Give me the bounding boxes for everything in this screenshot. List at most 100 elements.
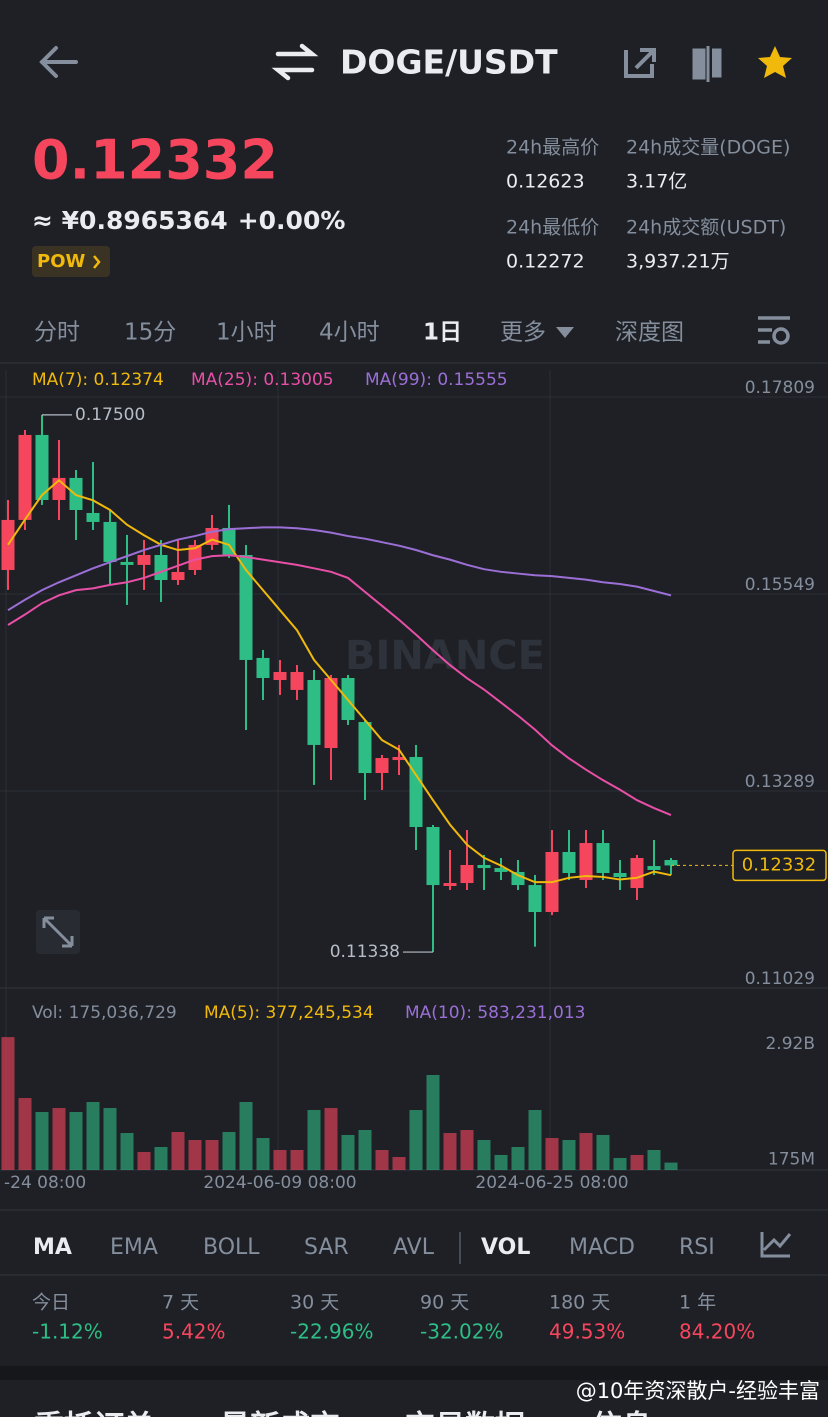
settings-gear[interactable] xyxy=(772,327,790,345)
indicator-tab[interactable]: BOLL xyxy=(203,1235,260,1260)
tag-text[interactable]: POW xyxy=(37,251,85,272)
volume-bar xyxy=(477,1140,491,1170)
more-caret[interactable] xyxy=(556,327,574,338)
timeframe-tab[interactable]: 4小时 xyxy=(319,320,380,346)
candle-body xyxy=(307,680,321,745)
volume-bar xyxy=(443,1133,457,1170)
cny-price: ≈ ¥0.8965364 xyxy=(32,206,228,235)
volume-bar xyxy=(545,1138,559,1170)
timeframe-tab[interactable]: 分时 xyxy=(34,320,80,346)
bottom-tab[interactable]: 最新成交 xyxy=(220,1410,340,1417)
period-label: 90 天 xyxy=(420,1292,469,1314)
indicator-tab[interactable]: MA xyxy=(33,1235,72,1260)
indicator-tab[interactable]: AVL xyxy=(393,1235,435,1260)
x-tick-label: 2024-06-25 08:00 xyxy=(475,1173,628,1193)
volume-bar xyxy=(375,1150,389,1170)
volume-bar xyxy=(188,1140,202,1170)
candle-body xyxy=(171,571,185,581)
candle-body xyxy=(494,868,508,872)
price-sub: ≈ ¥0.8965364 +0.00% xyxy=(32,206,345,235)
volume-bar xyxy=(307,1110,321,1170)
candle-body xyxy=(562,852,576,874)
candle-body xyxy=(443,883,457,887)
candle-body xyxy=(273,671,287,681)
bottom-tab[interactable]: 信息 xyxy=(592,1410,652,1417)
stat-value: 3.17亿 xyxy=(626,171,687,193)
tag-badge[interactable] xyxy=(32,246,110,277)
extreme-label: 0.11338 xyxy=(330,942,400,962)
volume-bar xyxy=(18,1098,32,1170)
fullscreen-icon xyxy=(42,916,74,948)
y-tick-label: 0.13289 xyxy=(745,772,815,792)
candle-body xyxy=(103,521,117,562)
candle-body xyxy=(647,866,661,870)
timeframe-tab[interactable]: 1小时 xyxy=(216,320,277,346)
volume-bar xyxy=(647,1150,661,1170)
indicator-tab[interactable]: SAR xyxy=(304,1235,349,1260)
chart-watermark: BINANCE xyxy=(345,633,545,679)
volume-bar xyxy=(35,1111,49,1170)
volume-bar xyxy=(460,1130,474,1170)
stat-label: 24h成交量(DOGE) xyxy=(626,137,790,159)
volume-bar xyxy=(511,1147,525,1170)
vol-label: MA(10): 583,231,013 xyxy=(405,1003,585,1023)
timeframe-tab[interactable]: 深度图 xyxy=(615,320,684,346)
candle-body xyxy=(188,544,202,570)
indicator-tab[interactable]: VOL xyxy=(481,1235,530,1260)
period-change: 5.42% xyxy=(162,1320,226,1344)
candle-body xyxy=(613,873,627,878)
period-label: 今日 xyxy=(32,1292,70,1314)
volume-bar xyxy=(256,1138,270,1170)
pair-title: DOGE/USDT xyxy=(340,43,558,82)
volume-bar xyxy=(630,1154,644,1170)
candle-body xyxy=(460,864,474,884)
y-tick-label: 0.17809 xyxy=(745,378,815,398)
indicator-tab[interactable]: EMA xyxy=(110,1235,158,1260)
period-label: 30 天 xyxy=(290,1292,339,1314)
volume-bar xyxy=(273,1150,287,1170)
favorite-star[interactable] xyxy=(758,46,792,78)
candle-body xyxy=(1,519,15,570)
split-icon[interactable] xyxy=(692,46,722,82)
candle-body xyxy=(35,434,49,500)
volume-bar xyxy=(290,1150,304,1170)
tag-chevron xyxy=(93,255,101,269)
bottom-tab[interactable]: 委托订单 xyxy=(34,1410,154,1417)
candle-body xyxy=(86,512,100,522)
period-label: 180 天 xyxy=(549,1292,610,1314)
indicator-bar xyxy=(0,1212,828,1276)
kline-chart: BINANCE 0.11029 0.13289 0.15549 0.17809 175M 2… xyxy=(0,370,828,1193)
candle-body xyxy=(324,677,338,749)
volume-bar xyxy=(562,1140,576,1170)
stat-label: 24h最高价 xyxy=(506,137,599,159)
settings-icon[interactable] xyxy=(758,316,790,344)
volume-bar xyxy=(409,1110,423,1170)
ma-label: MA(25): 0.13005 xyxy=(191,370,334,390)
volume-bar xyxy=(324,1108,338,1170)
candle-body xyxy=(256,657,270,678)
volume-bar xyxy=(426,1074,440,1170)
candle-body xyxy=(579,843,593,880)
timeframe-tab[interactable]: 1日 xyxy=(423,320,462,346)
volume-bar xyxy=(171,1131,185,1170)
swap-icon[interactable] xyxy=(271,43,319,81)
share-icon[interactable] xyxy=(624,48,656,78)
bottom-tab[interactable]: 交易数据 xyxy=(405,1410,525,1417)
period-label: 7 天 xyxy=(162,1292,199,1314)
timeframe-tab[interactable]: 更多 xyxy=(500,320,546,346)
timeframe-tab[interactable]: 15分 xyxy=(124,320,176,346)
volume-bar xyxy=(579,1133,593,1170)
candle-body xyxy=(477,864,491,869)
indicator-tab[interactable]: MACD xyxy=(569,1235,635,1260)
vol-tick-label: 175M xyxy=(768,1150,815,1170)
last-price-tag-text: 0.12332 xyxy=(742,854,816,875)
volume-bar xyxy=(137,1151,151,1170)
y-tick-label: 0.15549 xyxy=(745,575,815,595)
indicator-tab[interactable]: RSI xyxy=(679,1235,715,1260)
back-button[interactable] xyxy=(39,46,78,78)
candle-body xyxy=(528,885,542,912)
indicator-settings[interactable] xyxy=(760,1232,792,1258)
ma-label: MA(7): 0.12374 xyxy=(32,370,164,390)
candle-body xyxy=(120,561,134,565)
